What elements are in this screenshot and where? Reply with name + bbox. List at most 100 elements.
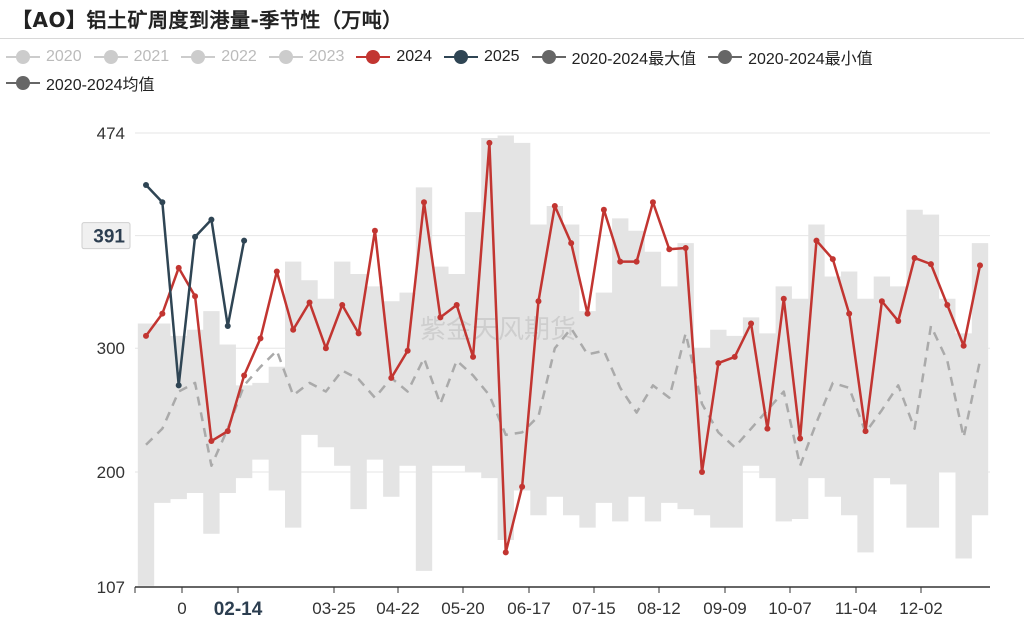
- x-tick-label: 09-09: [703, 599, 746, 618]
- series-2024-point: [159, 310, 166, 317]
- series-2024-point: [715, 360, 722, 367]
- series-2024-point: [535, 298, 542, 305]
- chart-legend: 2020 2021 2022 2023 2024 2025 2020-2024最大值 2020…: [6, 44, 1021, 96]
- legend-item-6[interactable]: 2020-2024最大值: [531, 44, 697, 70]
- legend-swatch: [181, 50, 216, 64]
- series-2024-point: [192, 293, 199, 300]
- legend-item-5[interactable]: 2025: [443, 44, 520, 70]
- legend-label: 2020: [46, 48, 82, 65]
- series-2024-point: [355, 330, 362, 337]
- y-tick-label: 200: [97, 463, 125, 482]
- series-2024-point: [470, 353, 477, 360]
- series-2024-line: [144, 141, 982, 554]
- series-2025-point: [241, 237, 248, 244]
- x-tick-label: 10-07: [768, 599, 811, 618]
- legend-item-7[interactable]: 2020-2024最小值: [708, 44, 873, 70]
- series-2024-point: [862, 428, 869, 435]
- legend-swatch: [93, 50, 128, 64]
- series-2024-point: [927, 261, 934, 268]
- series-2024-point: [944, 301, 951, 308]
- legend-item-3[interactable]: 2023: [268, 44, 345, 70]
- y-tick-label: 474: [97, 124, 125, 143]
- series-lines: [143, 139, 983, 556]
- series-2024-point: [846, 310, 853, 317]
- series-2024-point: [682, 245, 689, 252]
- legend-swatch: [708, 50, 743, 64]
- series-2024-point: [977, 262, 983, 269]
- series-2024-point: [829, 256, 836, 263]
- series-2024-point: [519, 483, 526, 490]
- legend-swatch: [6, 50, 40, 64]
- series-2024-point: [600, 206, 607, 213]
- series-2024-point: [551, 202, 558, 209]
- series-2024-point: [748, 320, 755, 327]
- series-2024-point: [322, 345, 329, 352]
- series-2024-point: [208, 438, 215, 445]
- series-2024-point: [241, 372, 248, 379]
- series-2024-point: [649, 199, 656, 206]
- x-tick-label: 06-17: [507, 599, 550, 618]
- x-tick-label: 05-20: [441, 599, 484, 618]
- series-2024-point: [584, 310, 591, 317]
- y-tick-label: 300: [97, 339, 125, 358]
- max-min-area: [137, 135, 989, 586]
- series-2024-point: [388, 374, 395, 381]
- series-2024-point: [731, 353, 738, 360]
- series-2024-point: [764, 425, 771, 432]
- series-2024-point: [780, 295, 787, 302]
- series-2024-point: [143, 332, 149, 339]
- legend-swatch: [531, 50, 566, 64]
- x-tick-label: 08-12: [637, 599, 680, 618]
- legend-label: 2023: [308, 48, 345, 65]
- avg-2020-2024-line: [145, 324, 982, 468]
- y-pointer-box: [81, 222, 131, 250]
- series-2024-point: [404, 347, 411, 354]
- series-2024-point: [797, 435, 804, 442]
- legend-swatch: [268, 50, 303, 64]
- legend-swatch: [356, 50, 391, 64]
- series-2024-point: [960, 342, 967, 349]
- series-2025-point: [175, 382, 182, 389]
- series-2025-point: [143, 181, 149, 188]
- series-2024-point: [437, 314, 444, 321]
- legend-swatch: [6, 76, 40, 90]
- min-max-band: [137, 135, 989, 586]
- y-tick-label: 107: [97, 578, 125, 597]
- series-2025-point: [224, 322, 231, 329]
- chart-title: 【AO】铝土矿周度到港量-季节性（万吨）: [12, 8, 403, 32]
- legend-item-4[interactable]: 2024: [356, 44, 432, 70]
- series-2024-point: [911, 254, 918, 261]
- x-tick-label: 0: [177, 599, 186, 618]
- legend-label: 2024: [396, 48, 432, 65]
- series-2024-point: [666, 246, 673, 253]
- y-pointer-label: 391: [93, 227, 125, 248]
- series-2025-point: [192, 233, 199, 240]
- legend-label: 2020-2024均值: [46, 77, 155, 94]
- x-tick-label: 12-02: [899, 599, 942, 618]
- legend-item-0[interactable]: 2020: [6, 44, 82, 70]
- legend-label: 2022: [221, 48, 257, 65]
- series-2024-point: [273, 268, 280, 275]
- series-2024-point: [290, 326, 297, 333]
- legend-item-8[interactable]: 2020-2024均值: [6, 70, 155, 96]
- legend-item-2[interactable]: 2022: [181, 44, 257, 70]
- x-tick-label: 02-14: [214, 599, 263, 620]
- axes: 107 200 300 474 0 02-14 03-25 04-22 05-20 06-17 07…: [81, 124, 990, 620]
- series-2024-point: [633, 258, 640, 265]
- x-tick-label: 07-15: [572, 599, 615, 618]
- series-2024-point: [175, 264, 182, 271]
- x-tick-label: 11-04: [835, 599, 877, 618]
- series-2024-point: [878, 298, 885, 305]
- series-2024-point: [421, 199, 427, 206]
- series-2024-point: [699, 468, 705, 475]
- x-tick-label: 04-22: [376, 599, 419, 618]
- series-2024-point: [568, 240, 575, 247]
- series-2024-point: [486, 139, 493, 146]
- series-2024-point: [502, 549, 509, 556]
- series-2024-point: [895, 318, 902, 325]
- legend-item-1[interactable]: 2021: [93, 44, 169, 70]
- legend-label: 2020-2024最大值: [571, 51, 697, 68]
- series-2024-point: [617, 258, 624, 265]
- legend-label: 2020-2024最小值: [748, 51, 873, 68]
